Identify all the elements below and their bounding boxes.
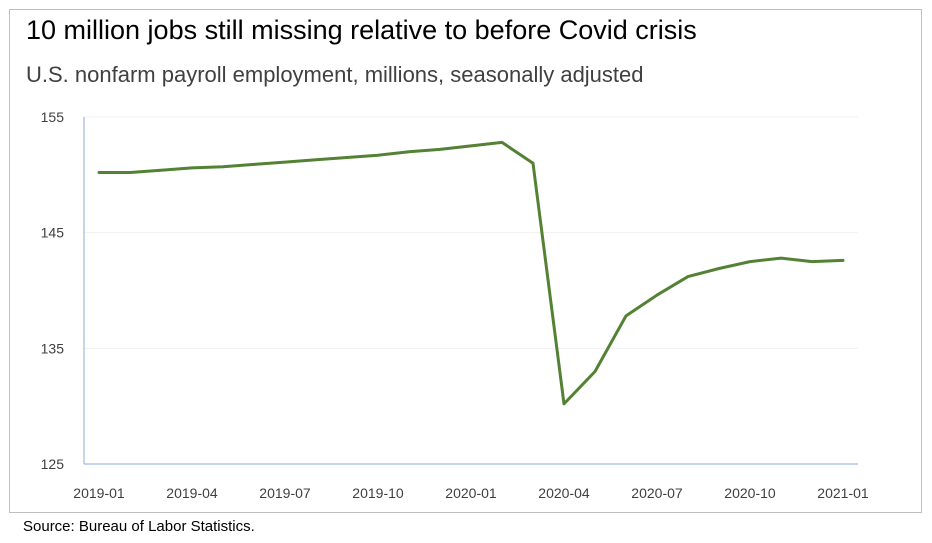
x-tick-label-2019-01: 2019-01 bbox=[73, 485, 125, 501]
x-tick-label-2019-10: 2019-10 bbox=[352, 485, 404, 501]
x-tick-label-2020-04: 2020-04 bbox=[538, 485, 590, 501]
chart-title: 10 million jobs still missing relative t… bbox=[26, 15, 697, 45]
source-note: Source: Bureau of Labor Statistics. bbox=[23, 518, 255, 535]
chart-frame bbox=[9, 9, 922, 513]
x-tick-label-2019-04: 2019-04 bbox=[166, 485, 218, 501]
y-tick-label-125: 125 bbox=[41, 456, 65, 472]
chart-subtitle: U.S. nonfarm payroll employment, million… bbox=[26, 62, 644, 87]
x-tick-label-2021-01: 2021-01 bbox=[817, 485, 869, 501]
x-tick-label-2020-10: 2020-10 bbox=[724, 485, 776, 501]
y-tick-label-145: 145 bbox=[41, 225, 65, 241]
y-tick-label-135: 135 bbox=[41, 340, 65, 356]
x-tick-label-2020-07: 2020-07 bbox=[631, 485, 683, 501]
x-tick-label-2020-01: 2020-01 bbox=[445, 485, 497, 501]
x-tick-label-2019-07: 2019-07 bbox=[259, 485, 311, 501]
series-line-0 bbox=[97, 140, 845, 406]
y-tick-label-155: 155 bbox=[41, 109, 65, 125]
